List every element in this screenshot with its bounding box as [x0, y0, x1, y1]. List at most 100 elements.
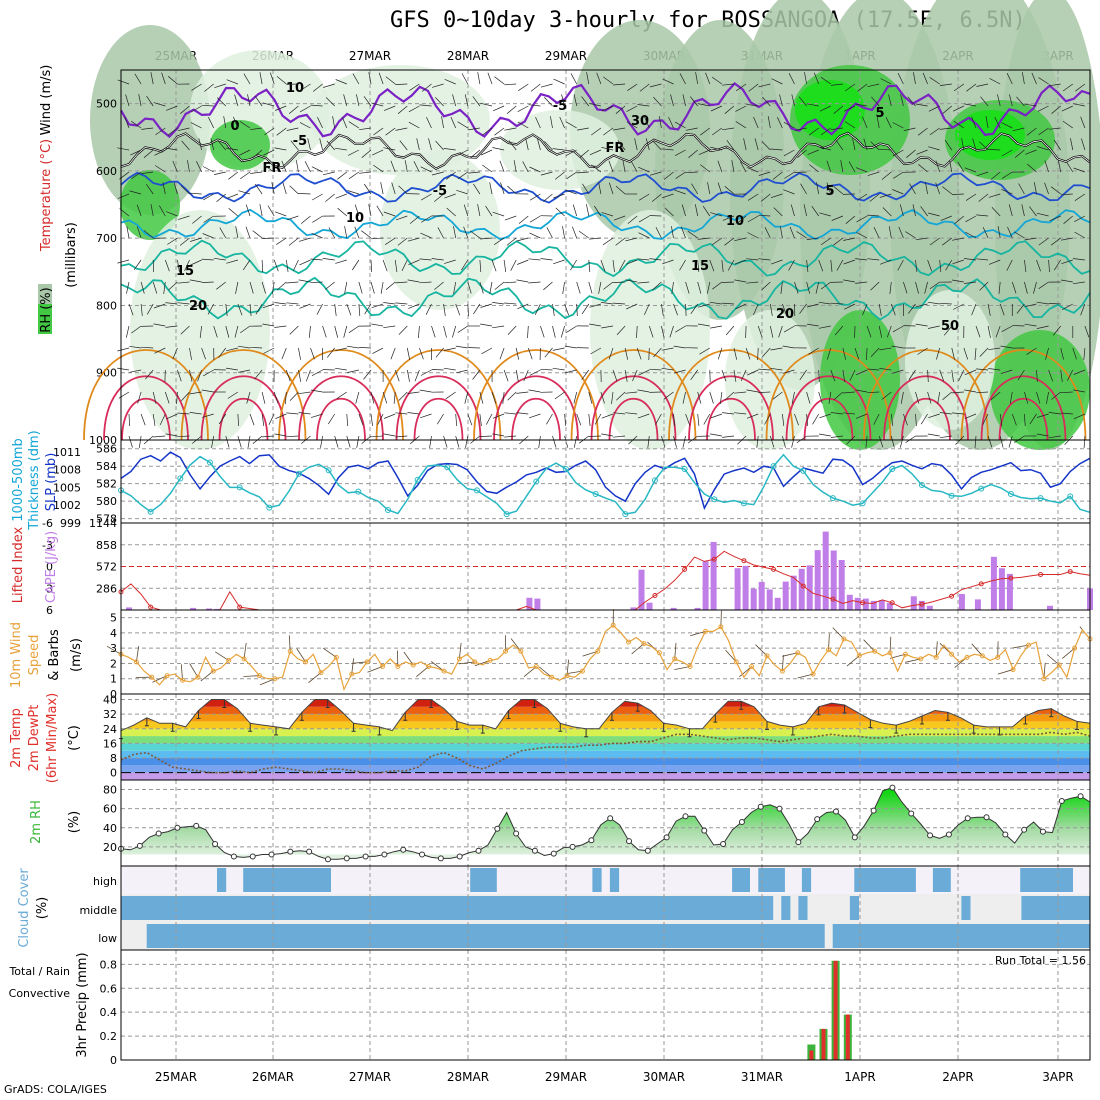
cloud-cell-low — [815, 924, 825, 948]
wind-barb — [348, 325, 360, 333]
rh-shade-17 — [905, 290, 995, 430]
wind-barb — [1066, 369, 1074, 381]
wind-barb — [189, 412, 202, 415]
wind-barb — [978, 193, 989, 202]
wind-barb — [210, 138, 215, 151]
contour-label: 20 — [189, 299, 207, 314]
cape-bar — [534, 598, 541, 610]
wind-barb — [747, 193, 759, 201]
wind-barb — [177, 302, 190, 305]
wind-barb — [658, 116, 662, 129]
wind-barb — [711, 127, 723, 136]
wind-barb-10m — [781, 655, 784, 672]
wind-barb — [141, 346, 154, 349]
lifted-axis-label: Lifted Index — [11, 526, 26, 603]
cloud-cell-middle — [489, 896, 499, 920]
wind-marker — [180, 677, 186, 683]
wind-barb — [842, 369, 846, 382]
wind-barb — [788, 73, 795, 85]
wind-barb — [722, 215, 735, 221]
wind-barb — [819, 105, 831, 112]
wind-barb — [682, 435, 686, 448]
cloud-cell-middle — [687, 896, 697, 920]
wind-barb — [961, 138, 965, 151]
wind-barb — [865, 347, 868, 361]
warm-contour-4-2 — [511, 398, 561, 441]
lifted-ytick: 6 — [46, 604, 53, 617]
cloud-cell-low — [764, 924, 774, 948]
wind-barb — [879, 148, 892, 151]
wind-barb — [697, 413, 700, 426]
cloud-cell-low — [867, 924, 877, 948]
wind-barb — [897, 73, 904, 85]
wind-barb — [311, 369, 323, 377]
wind-barb — [1038, 237, 1049, 246]
wind-barb — [237, 435, 242, 448]
wind-barb — [1008, 435, 1013, 448]
wind-barb — [576, 171, 589, 174]
wind-barb — [1060, 279, 1073, 283]
wind-barb — [467, 281, 472, 294]
wind-barb — [332, 116, 336, 129]
wind-barb — [464, 94, 469, 107]
wind-barb — [634, 138, 638, 151]
wind-barb — [261, 259, 264, 273]
wind-barb — [892, 325, 904, 333]
wind-barb — [177, 435, 190, 438]
wind-barb — [624, 347, 629, 360]
wind-barb — [191, 83, 202, 91]
wind-barb — [834, 325, 844, 336]
wind-barb — [537, 138, 541, 151]
wind-barb — [370, 413, 373, 426]
wind-barb — [146, 183, 154, 195]
wind-marker — [395, 664, 401, 670]
wind-barb — [131, 171, 142, 180]
wind-barb — [588, 237, 601, 240]
wind-barb — [261, 413, 265, 426]
wind-barb — [964, 369, 977, 376]
wind-barb — [594, 413, 602, 425]
cape-bar — [774, 597, 781, 610]
wind-barb — [126, 226, 130, 239]
cloud-cell-middle — [1047, 896, 1057, 920]
wind-barb — [1024, 281, 1028, 294]
wind-barb — [631, 161, 638, 173]
wind-barb — [281, 347, 287, 360]
cloud-cell-middle — [429, 896, 439, 920]
cloud-cell-high — [260, 868, 270, 892]
wind-barb — [343, 94, 348, 107]
wind-barb — [406, 369, 410, 382]
slp-marker — [859, 500, 866, 507]
cloud-cell-low — [592, 924, 602, 948]
wind-barb — [371, 435, 384, 438]
wind-barb — [247, 435, 251, 448]
wind-barb — [845, 215, 856, 224]
wind-barb — [794, 281, 799, 294]
wind-barb — [165, 302, 178, 305]
wind-barb — [711, 76, 723, 85]
wind-barb — [372, 347, 384, 354]
wind-barb — [181, 391, 190, 402]
cloud-cell-low — [747, 924, 757, 948]
wind-barb — [502, 391, 505, 404]
cloud-cell-high — [767, 868, 777, 892]
wind-barb — [465, 435, 469, 448]
wind-barb — [893, 171, 904, 179]
lifted-marker — [978, 581, 984, 587]
wind-barb — [830, 302, 843, 305]
cloud-cell-middle — [326, 896, 336, 920]
wind-barb — [371, 323, 384, 327]
wind-barb — [608, 347, 614, 360]
wind-barb — [942, 391, 953, 400]
cloud-cell-low — [481, 924, 491, 948]
wind-barb — [517, 303, 529, 310]
rh-marker — [306, 848, 313, 855]
wind-barb — [425, 303, 432, 315]
cloud-cell-middle — [695, 896, 705, 920]
wind-barb — [407, 391, 420, 394]
wind-barb — [625, 279, 638, 283]
cape-bar — [694, 607, 701, 610]
slp-marker — [444, 464, 451, 471]
wind-barb — [636, 325, 638, 339]
wind-barb-10m — [430, 661, 445, 672]
